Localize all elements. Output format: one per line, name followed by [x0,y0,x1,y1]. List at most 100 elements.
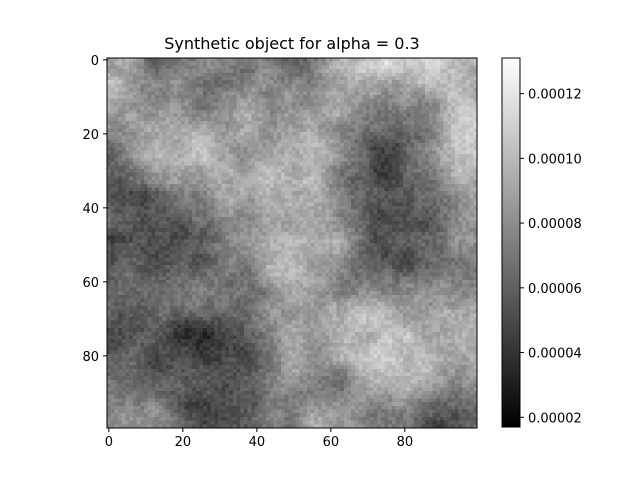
heatmap-cell [329,217,333,221]
heatmap-cell [173,139,178,144]
heatmap-cell [169,80,174,84]
heatmap-cell [273,139,278,144]
heatmap-cell [173,183,178,188]
heatmap-cell [347,65,352,70]
heatmap-cell [162,106,167,110]
heatmap-cell [299,69,304,73]
heatmap-cell [447,180,452,184]
heatmap-cell [299,183,304,188]
heatmap-cell [406,109,411,114]
heatmap-cell [280,61,285,66]
heatmap-cell [188,65,193,70]
heatmap-cell [284,120,289,125]
heatmap-cell [232,146,237,151]
heatmap-cell [132,58,137,62]
heatmap-cell [414,132,418,136]
heatmap-cell [284,139,289,144]
heatmap-cell [373,228,378,232]
heatmap-cell [403,61,407,66]
heatmap-cell [366,143,370,147]
heatmap-cell [251,213,256,218]
heatmap-cell [325,176,330,181]
heatmap-cell [151,202,156,207]
heatmap-cell [469,69,474,73]
heatmap-cell [151,228,156,232]
heatmap-cell [317,209,322,214]
heatmap-cell [214,95,219,99]
heatmap-cell [332,72,337,77]
heatmap-cell [280,143,285,147]
heatmap-cell [373,87,378,92]
heatmap-cell [162,83,167,88]
heatmap-cell [129,231,133,236]
heatmap-cell [107,61,111,66]
heatmap-cell [110,231,115,236]
heatmap-cell [280,76,285,81]
heatmap-cell [255,76,259,81]
heatmap-cell [243,239,248,244]
heatmap-cell [158,76,163,81]
heatmap-cell [266,228,270,232]
heatmap-cell [195,235,200,240]
heatmap-cell [121,194,126,199]
heatmap-cell [273,161,278,166]
heatmap-cell [325,117,330,121]
heatmap-cell [362,239,367,244]
heatmap-cell [158,143,163,147]
heatmap-cell [255,209,259,214]
heatmap-cell [140,113,145,118]
heatmap-cell [317,98,322,103]
heatmap-cell [206,180,211,184]
heatmap-cell [214,87,219,92]
heatmap-cell [384,161,389,166]
heatmap-cell [436,191,441,195]
heatmap-cell [107,239,111,244]
heatmap-cell [473,65,477,70]
heatmap-cell [266,194,270,199]
heatmap-cell [332,102,337,107]
heatmap-cell [432,154,437,158]
heatmap-cell [292,120,296,125]
heatmap-cell [425,183,429,188]
heatmap-cell [280,106,285,110]
heatmap-cell [391,120,396,125]
heatmap-cell [144,202,148,207]
heatmap-cell [458,72,463,77]
heatmap-cell [173,161,178,166]
heatmap-cell [125,157,130,162]
heatmap-cell [366,61,370,66]
heatmap-cell [369,161,374,166]
heatmap-cell [243,157,248,162]
heatmap-cell [188,143,193,147]
heatmap-cell [121,231,126,236]
heatmap-cell [425,120,429,125]
heatmap-cell [229,95,233,99]
heatmap-cell [325,187,330,192]
heatmap-cell [114,69,119,73]
heatmap-cell [251,224,256,229]
heatmap-cell [280,109,285,114]
heatmap-cell [292,235,296,240]
heatmap-cell [406,191,411,195]
heatmap-cell [144,98,148,103]
heatmap-cell [325,95,330,99]
heatmap-cell [229,191,233,195]
heatmap-cell [417,180,422,184]
heatmap-cell [329,117,333,121]
heatmap-cell [273,172,278,177]
heatmap-cell [147,95,152,99]
heatmap-cell [114,106,119,110]
heatmap-cell [329,202,333,207]
heatmap-cell [432,235,437,240]
heatmap-cell [440,165,444,170]
heatmap-cell [240,228,244,232]
heatmap-cell [118,202,122,207]
heatmap-cell [380,206,385,210]
heatmap-cell [377,65,381,70]
heatmap-cell [336,172,341,177]
heatmap-cell [384,72,389,77]
heatmap-cell [136,213,141,218]
heatmap-cell [314,128,318,133]
heatmap-cell [288,109,293,114]
heatmap-cell [347,146,352,151]
